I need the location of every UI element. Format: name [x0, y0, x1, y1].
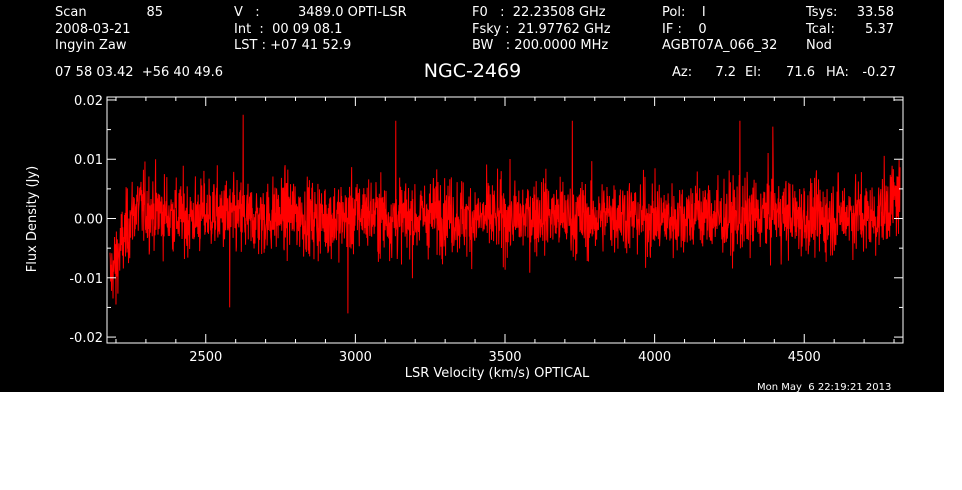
- observation-date: 2008-03-21: [55, 22, 131, 37]
- if-number: IF : 0: [662, 22, 707, 37]
- polarization: Pol: I: [662, 5, 706, 20]
- scan-label: Scan: [55, 5, 87, 20]
- velocity-value: 3489.0 OPTI-LSR: [298, 5, 407, 20]
- x-tick-label: 2500: [189, 350, 222, 365]
- azimuth-label: Az:: [672, 65, 693, 80]
- y-tick-label: 0.02: [74, 94, 103, 109]
- x-axis: 2500 3000 3500 4000 4500: [115, 97, 895, 365]
- y-tick-label: -0.02: [69, 331, 103, 346]
- x-tick-label: 4000: [638, 350, 671, 365]
- rest-frequency: F0 : 22.23508 GHz: [472, 5, 606, 20]
- switching-mode: Nod: [806, 38, 832, 53]
- project-id: AGBT07A_066_32: [662, 38, 778, 53]
- tcal-label: Tcal:: [806, 22, 835, 37]
- velocity-label: V :: [234, 5, 260, 20]
- y-axis-label: Flux Density (Jy): [25, 166, 40, 272]
- bandwidth: BW : 200.0000 MHz: [472, 38, 609, 53]
- x-axis-label: LSR Velocity (km/s) OPTICAL: [405, 366, 590, 381]
- elevation-label: El:: [745, 65, 762, 80]
- spectrum-trace-layer: [109, 114, 901, 314]
- tsys-label: Tsys:: [806, 5, 838, 20]
- tcal-value: 5.37: [865, 22, 894, 37]
- hour-angle-label: HA:: [826, 65, 849, 80]
- x-tick-label: 3000: [339, 350, 372, 365]
- hour-angle-value: -0.27: [862, 65, 896, 80]
- plot-window: Scan 85 2008-03-21 Ingyin Zaw V : 3489.0…: [0, 0, 944, 392]
- observer-name: Ingyin Zaw: [55, 38, 127, 53]
- elevation-value: 71.6: [786, 65, 815, 80]
- x-tick-label: 4500: [788, 350, 821, 365]
- spectrum-trace: [109, 114, 901, 314]
- source-coordinates: 07 58 03.42 +56 40 49.6: [55, 65, 224, 80]
- x-tick-label: 3500: [488, 350, 521, 365]
- plot-timestamp: Mon May 6 22:19:21 2013: [757, 382, 892, 392]
- scan-value: 85: [146, 5, 163, 20]
- azimuth-value: 7.2: [715, 65, 736, 80]
- y-axis: -0.02 -0.01 0.00 0.01 0.02: [69, 94, 903, 346]
- spectrum-chart: 2500 3000 3500 4000 4500 -0.02 -0.01 0.00 0.01 0…: [25, 94, 904, 381]
- y-tick-label: 0.01: [74, 153, 103, 168]
- tsys-value: 33.58: [856, 5, 894, 20]
- source-name: NGC-2469: [423, 60, 522, 82]
- y-tick-label: 0.00: [74, 213, 103, 228]
- y-tick-label: -0.01: [69, 272, 103, 287]
- lst-value: LST : +07 41 52.9: [234, 38, 352, 53]
- integration-time: Int : 00 09 08.1: [234, 22, 343, 37]
- sky-frequency: Fsky : 21.97762 GHz: [472, 22, 611, 37]
